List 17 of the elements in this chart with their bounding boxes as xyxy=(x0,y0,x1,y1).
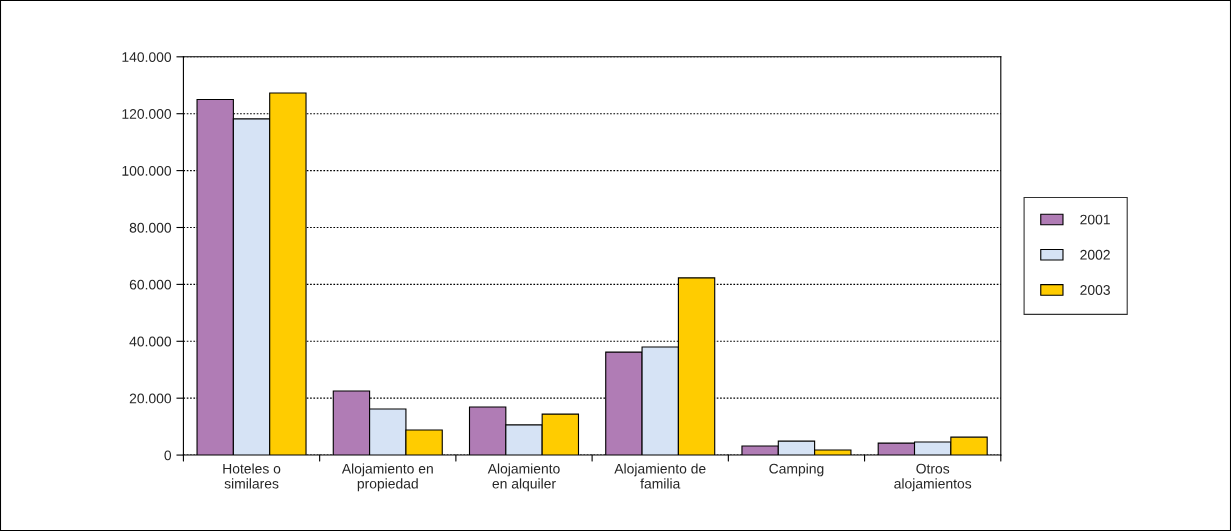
x-tick-label: Hoteles o similares xyxy=(223,463,281,489)
x-tick-label: Alojamiento en propiedad xyxy=(341,463,433,492)
y-tick-label: 0 xyxy=(164,450,172,461)
legend-label: 2003 xyxy=(1080,285,1110,295)
x-tick-label: Alojamiento en alquiler xyxy=(487,463,560,492)
y-tick-label: 120.000 xyxy=(122,109,172,119)
y-tick-label: 40.000 xyxy=(129,336,172,347)
y-tick-label: 140.000 xyxy=(122,52,172,62)
x-tick-label: Otros alojamientos xyxy=(894,463,972,492)
y-tick-label: 100.000 xyxy=(122,165,172,176)
y-tick-label: 60.000 xyxy=(129,279,172,290)
y-tick-label: 80.000 xyxy=(129,222,172,233)
x-tick-label: Camping xyxy=(769,463,824,477)
x-tick-label: Alojamiento de familia xyxy=(614,463,706,489)
legend-label: 2002 xyxy=(1080,249,1110,260)
legend-label: 2001 xyxy=(1080,214,1110,225)
y-tick-label: 20.000 xyxy=(129,393,172,404)
